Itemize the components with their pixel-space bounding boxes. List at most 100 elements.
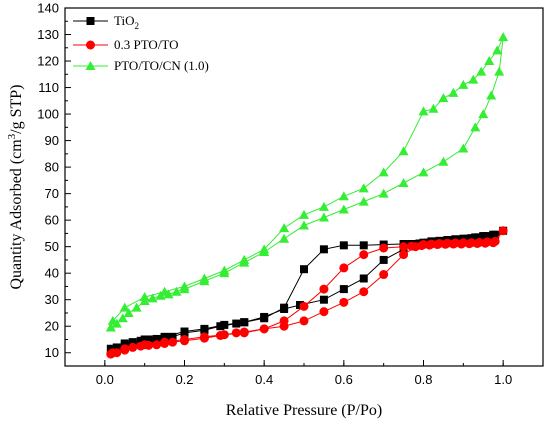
series-0-point	[339, 241, 348, 250]
series-0-point	[319, 295, 328, 304]
series-2-point	[338, 204, 349, 214]
legend-label-pto-to: 0.3 PTO/TO	[114, 37, 179, 52]
series-0-point	[280, 303, 289, 312]
x-tick-label: 0.4	[255, 372, 273, 387]
series-2-point	[131, 302, 142, 312]
legend-marker-pto-to-cn	[85, 61, 96, 70]
y-tick-label: 140	[37, 1, 59, 16]
y-tick-label: 10	[45, 345, 59, 360]
series-2-point	[486, 90, 497, 100]
series-1-point	[339, 263, 349, 273]
series-0-point	[379, 255, 388, 264]
series-0-point	[152, 334, 161, 343]
series-0-point	[260, 314, 269, 323]
series-1-point	[279, 316, 289, 326]
series-2-point	[139, 292, 150, 302]
series-2-point	[171, 286, 182, 296]
series-2-point	[159, 286, 170, 296]
y-tick-label: 60	[45, 213, 59, 228]
series-0-point	[300, 265, 308, 274]
series-2-point	[358, 196, 369, 206]
y-tick-label: 40	[45, 266, 59, 281]
y-tick-label: 90	[45, 133, 59, 148]
series-1-point	[319, 284, 329, 294]
series-2-point	[199, 273, 210, 283]
series-1-point	[180, 334, 189, 344]
series-2-point	[418, 106, 429, 116]
series-1-point	[472, 238, 482, 248]
series-0-point	[128, 338, 137, 347]
series-0-point	[232, 319, 241, 328]
series-2-point	[418, 167, 429, 177]
x-axis-title: Relative Pressure (P/Po)	[226, 402, 382, 419]
series-2-point	[458, 79, 469, 89]
series-1-point	[432, 240, 442, 250]
series-2-point	[117, 313, 128, 323]
series-1-point	[488, 238, 498, 248]
y-tick-label: 130	[37, 27, 59, 42]
series-1-point	[120, 344, 130, 354]
series-2-point	[111, 318, 122, 328]
series-0-point	[319, 245, 328, 254]
series-2-point	[119, 302, 130, 312]
series-2-point	[458, 143, 469, 153]
series-1-point	[219, 330, 229, 340]
series-2-point	[279, 223, 290, 233]
series-1-point	[359, 287, 369, 297]
series-2-point	[448, 87, 459, 97]
x-tick-label: 0.0	[96, 372, 114, 387]
x-tick-label: 1.0	[494, 372, 512, 387]
series-0-point	[140, 335, 149, 344]
series-0-point	[240, 318, 249, 327]
series-2-point	[318, 212, 329, 222]
y-tick-label: 80	[45, 160, 59, 175]
series-1-point	[319, 307, 329, 317]
series-1-point	[480, 238, 490, 248]
series-2-point	[398, 178, 409, 188]
series-0-point	[180, 327, 189, 336]
y-tick-label: 70	[45, 186, 59, 201]
series-2-point	[398, 146, 409, 156]
series-2-point	[478, 109, 489, 119]
y-tick-label: 100	[37, 107, 59, 122]
series-0-point	[168, 332, 177, 341]
series-2-point	[494, 66, 505, 76]
series-2-point	[476, 66, 487, 76]
series-1-point	[152, 340, 162, 350]
x-tick-label: 0.6	[335, 372, 353, 387]
series-0-point	[479, 232, 488, 241]
series-1-point	[239, 328, 249, 338]
series-0-point	[200, 324, 209, 333]
series-0-point	[220, 320, 229, 329]
series-1-point	[199, 332, 209, 342]
series-1-point	[299, 316, 309, 326]
series-2-point	[179, 281, 190, 291]
x-tick-label: 0.8	[414, 372, 432, 387]
y-tick-label: 30	[45, 292, 59, 307]
legend-marker-pto-to	[86, 40, 95, 50]
series-1-point	[299, 301, 309, 311]
series-2-point	[219, 265, 230, 275]
series-2-point	[378, 188, 389, 198]
series-2-point	[438, 156, 449, 166]
y-axis-ticks: 10 20 30 40 50 60 70 80 90 100 110 120 130 140	[37, 1, 71, 360]
series-2-point	[378, 167, 389, 177]
series-2-point	[438, 93, 449, 103]
series-1-point	[168, 337, 178, 347]
series-1-point	[399, 250, 409, 260]
series-0-point	[471, 233, 480, 242]
legend: TiO2 0.3 PTO/TO PTO/TO/CN (1.0)	[73, 13, 209, 73]
series-2-point	[239, 254, 250, 264]
series-1-point	[339, 297, 349, 307]
series-2-point	[107, 315, 118, 325]
series-0-point	[463, 234, 472, 243]
series-1-point	[359, 250, 369, 260]
series-line-2	[110, 36, 504, 328]
series-1-point	[464, 239, 474, 249]
series-2-point	[259, 244, 270, 254]
series-2-point	[498, 32, 509, 42]
series-1-point	[407, 241, 417, 251]
series-0-point	[359, 241, 368, 250]
series-1-point	[440, 239, 450, 249]
